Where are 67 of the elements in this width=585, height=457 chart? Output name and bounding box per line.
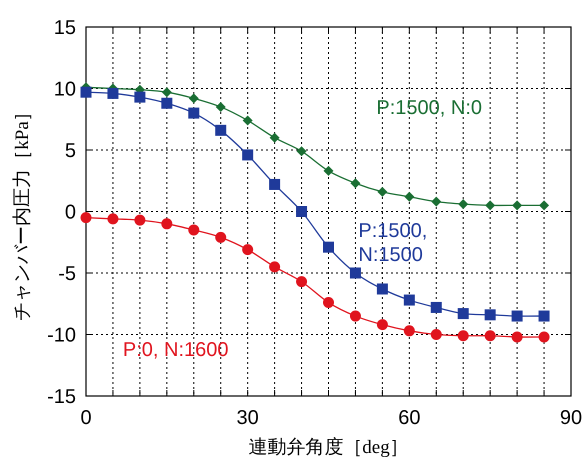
point (512, 331, 523, 342)
y-tick-label: -15 (47, 386, 76, 408)
point (296, 206, 308, 217)
x-axis-title: 連動弁角度［deg］ (248, 436, 409, 457)
point (242, 115, 253, 126)
text: P:1500, N:0 (376, 96, 482, 119)
text: P:0, N:1600 (122, 339, 229, 362)
point (350, 178, 360, 188)
point (134, 92, 146, 103)
point (484, 330, 496, 342)
point (296, 276, 308, 288)
point (350, 310, 361, 322)
point (269, 261, 280, 272)
point (215, 232, 226, 243)
point (376, 283, 388, 294)
point (458, 199, 468, 210)
point (323, 297, 334, 308)
point (134, 214, 146, 226)
point (484, 309, 496, 320)
point (161, 98, 172, 109)
point (270, 132, 280, 143)
point (430, 329, 442, 340)
point (350, 268, 361, 278)
x-tick-label: 60 (398, 407, 420, 429)
point (538, 310, 550, 322)
point (324, 166, 334, 176)
y-tick-label: 15 (54, 17, 76, 39)
point (404, 325, 415, 336)
point (404, 294, 415, 306)
point (107, 213, 118, 224)
point (80, 212, 92, 224)
series-label: P:1500, N:1500 (358, 220, 428, 266)
point (296, 146, 307, 156)
y-tick-label: 10 (54, 78, 76, 100)
point (485, 200, 496, 210)
point (107, 88, 118, 99)
point (215, 124, 226, 136)
point (161, 218, 172, 230)
point (430, 302, 442, 313)
y-tick-label: -5 (58, 263, 76, 285)
point (80, 86, 92, 98)
point (376, 319, 388, 330)
point (431, 196, 442, 207)
point (188, 224, 200, 236)
point (377, 186, 388, 197)
y-tick-label: 5 (64, 140, 76, 162)
point (323, 242, 334, 253)
point (512, 310, 523, 322)
point (188, 93, 199, 104)
point (216, 102, 226, 112)
x-tick-label: 0 (80, 407, 92, 429)
point (188, 108, 200, 119)
point (512, 200, 522, 210)
x-tick-label: 30 (236, 407, 259, 429)
y-tick-label: 0 (64, 202, 76, 224)
point (162, 87, 172, 98)
point (458, 330, 469, 342)
point (269, 178, 280, 190)
y-tick-label: -10 (47, 324, 76, 346)
point (539, 200, 550, 210)
point (242, 244, 254, 256)
point (404, 192, 414, 202)
point (242, 149, 254, 160)
point (458, 308, 469, 320)
x-tick-label: 90 (560, 407, 582, 429)
y-axis-title: チャンバー内圧力［kPa］ (12, 102, 33, 321)
point (538, 331, 550, 342)
